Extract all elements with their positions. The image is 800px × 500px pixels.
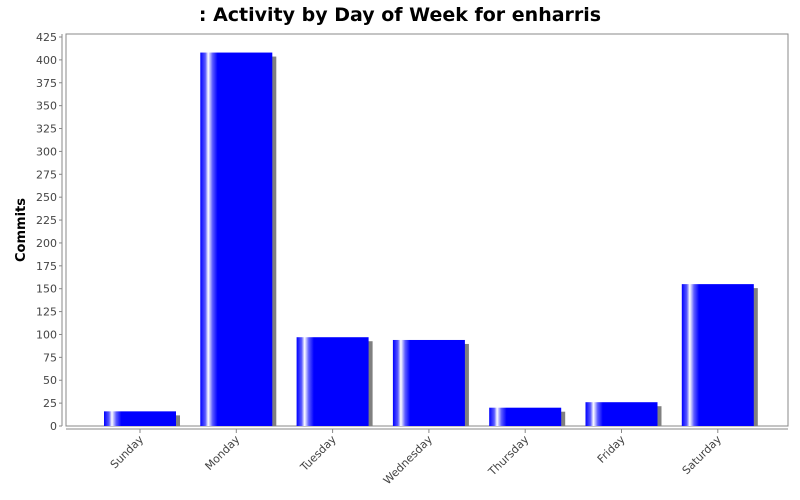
bars <box>104 52 758 427</box>
bar <box>392 339 465 426</box>
y-tick-label: 25 <box>43 397 57 410</box>
y-tick-label: 425 <box>36 31 57 44</box>
y-tick-label: 200 <box>36 237 57 250</box>
bar-thursday <box>489 407 566 426</box>
y-tick-label: 400 <box>36 54 57 67</box>
x-tick-label: Wednesday <box>381 433 436 488</box>
bar-saturday <box>681 284 758 426</box>
y-axis: 0 25 50 75 100 125 150 175 200 225 250 275 300 325 350… <box>36 31 63 433</box>
y-tick-label: 275 <box>36 168 57 181</box>
x-tick-label: Tuesday <box>297 433 339 475</box>
y-tick-label: 350 <box>36 100 57 113</box>
bar <box>200 52 273 427</box>
bar-wednesday <box>392 339 469 426</box>
y-tick-label: 325 <box>36 123 57 136</box>
y-tick-label: 125 <box>36 306 57 319</box>
x-tick-label: Thursday <box>485 433 531 479</box>
bar-friday <box>585 402 662 426</box>
bar-tuesday <box>296 337 373 426</box>
bar <box>104 411 176 426</box>
y-tick-label: 150 <box>36 283 57 296</box>
bar-sunday <box>104 411 180 426</box>
y-tick-label: 375 <box>36 77 57 90</box>
chart-title: : Activity by Day of Week for enharris <box>198 4 602 26</box>
bar <box>681 284 754 426</box>
y-tick-label: 100 <box>36 328 57 341</box>
x-tick-label: Saturday <box>680 433 725 478</box>
x-tick-label: Sunday <box>108 433 147 472</box>
y-tick-label: 75 <box>43 351 57 364</box>
y-tick-label: 50 <box>43 374 57 387</box>
x-axis: Sunday Monday Tuesday Wednesday Thursday Frid… <box>66 428 788 488</box>
bar <box>489 407 562 426</box>
bar <box>585 402 658 426</box>
y-axis-label: Commits <box>14 198 29 262</box>
y-tick-label: 225 <box>36 214 57 227</box>
y-tick-label: 175 <box>36 260 57 273</box>
bar-monday <box>200 52 277 427</box>
y-tick-label: 250 <box>36 191 57 204</box>
y-tick-label: 0 <box>50 420 57 433</box>
bar <box>296 337 369 426</box>
x-tick-label: Monday <box>203 433 243 473</box>
y-tick-label: 300 <box>36 145 57 158</box>
x-tick-label: Friday <box>595 433 628 466</box>
